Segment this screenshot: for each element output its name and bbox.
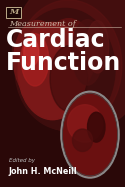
FancyBboxPatch shape <box>6 7 21 18</box>
Ellipse shape <box>21 34 49 86</box>
Ellipse shape <box>42 19 95 94</box>
Ellipse shape <box>50 46 88 111</box>
Ellipse shape <box>12 0 125 132</box>
Text: Edited by: Edited by <box>9 158 35 163</box>
Text: M: M <box>9 8 18 16</box>
Ellipse shape <box>72 20 103 85</box>
Circle shape <box>61 92 119 178</box>
Ellipse shape <box>14 21 61 99</box>
Text: Cardiac: Cardiac <box>6 28 106 52</box>
Text: John H. McNeill: John H. McNeill <box>9 167 77 176</box>
Ellipse shape <box>24 38 39 66</box>
Ellipse shape <box>15 8 115 130</box>
Ellipse shape <box>72 129 92 151</box>
Text: Measurement of: Measurement of <box>9 20 76 28</box>
Text: Function: Function <box>6 51 121 75</box>
Ellipse shape <box>18 22 87 120</box>
Ellipse shape <box>16 0 122 131</box>
Ellipse shape <box>68 105 102 142</box>
Ellipse shape <box>88 112 105 142</box>
Ellipse shape <box>86 21 109 73</box>
